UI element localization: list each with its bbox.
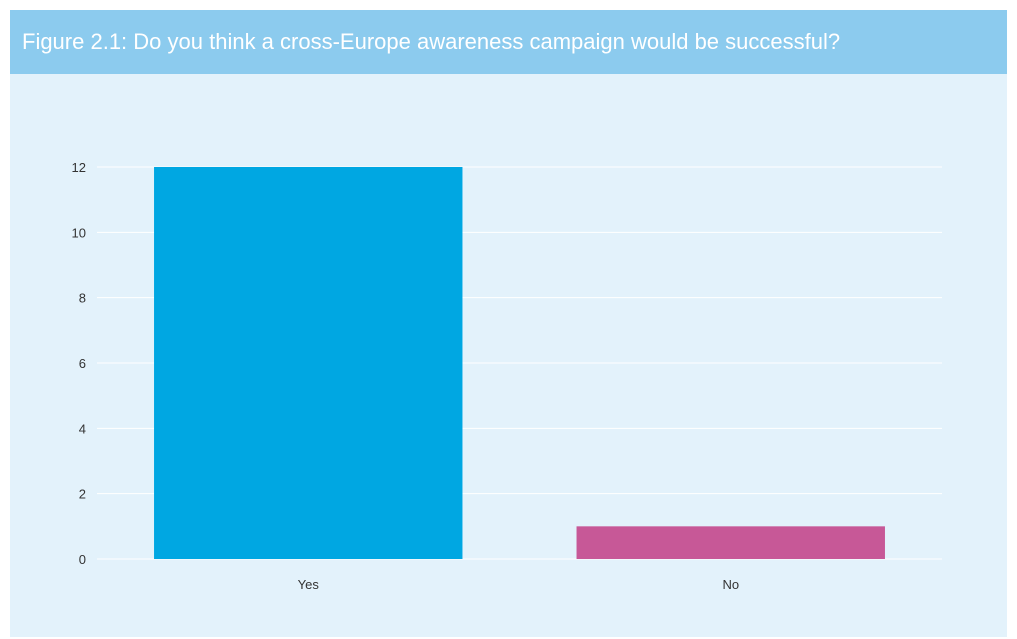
bar-no — [576, 526, 885, 559]
y-axis-tick-labels: 0 2 4 6 8 10 12 — [72, 160, 86, 567]
y-tick-label: 2 — [79, 487, 86, 502]
y-tick-label: 8 — [79, 291, 86, 306]
bar-yes — [154, 167, 463, 559]
x-axis-tick-labels: Yes No — [298, 577, 739, 592]
y-tick-label: 12 — [72, 160, 86, 175]
bars — [154, 167, 885, 559]
x-tick-label: No — [722, 577, 739, 592]
y-tick-label: 4 — [79, 421, 86, 436]
y-tick-label: 0 — [79, 552, 86, 567]
y-tick-label: 10 — [72, 225, 86, 240]
y-tick-label: 6 — [79, 356, 86, 371]
x-tick-label: Yes — [298, 577, 320, 592]
figure-title: Figure 2.1: Do you think a cross-Europe … — [10, 10, 1007, 74]
